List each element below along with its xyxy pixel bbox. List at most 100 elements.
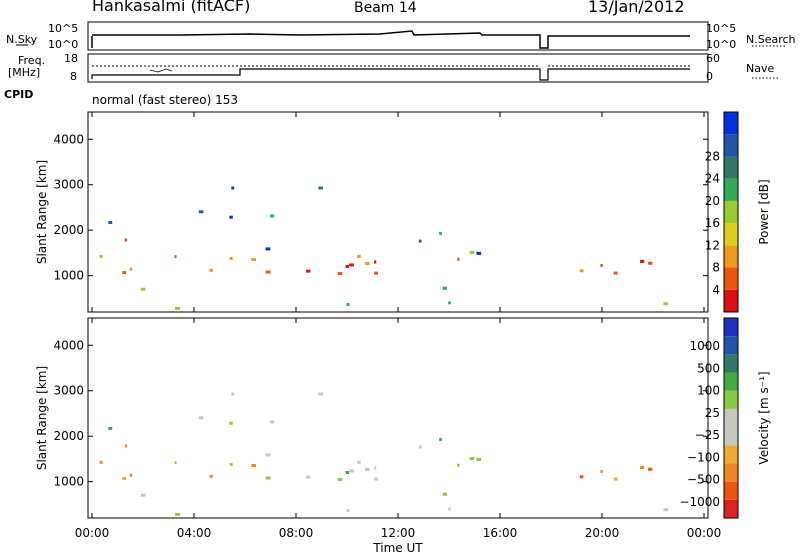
power-cell bbox=[364, 262, 370, 266]
x-tick-label: 04:00 bbox=[177, 526, 212, 540]
velocity-cell bbox=[124, 444, 128, 448]
colorbar-tick-label: −100 bbox=[687, 450, 720, 464]
velocity-scatter bbox=[99, 392, 669, 516]
colorbar-segment bbox=[724, 318, 738, 337]
colorbar-tick-label: 500 bbox=[697, 361, 720, 375]
y-tick-label: 3000 bbox=[53, 384, 84, 398]
freq-unit-label: [MHz] bbox=[8, 66, 41, 79]
nave-top-tick: 60 bbox=[706, 52, 720, 65]
velocity-cell bbox=[639, 465, 645, 469]
colorbar-segment bbox=[724, 481, 738, 500]
power-cell bbox=[418, 239, 422, 243]
velocity-cell bbox=[270, 420, 275, 424]
colorbar-tick-label: 24 bbox=[705, 172, 720, 186]
power-cell bbox=[648, 261, 653, 265]
velocity-cell bbox=[99, 460, 103, 464]
velocity-colorbar: 1000 500 100 25 −25 −100 −500 −1000 bbox=[679, 317, 739, 519]
nsky-panel bbox=[16, 21, 786, 51]
velocity-colorbar-label: Velocity [m s⁻¹] bbox=[757, 371, 771, 464]
colorbar-segment bbox=[724, 267, 738, 290]
power-cell bbox=[439, 231, 442, 235]
velocity-cell bbox=[318, 392, 324, 396]
nsearch-bottom-tick: 10^0 bbox=[706, 38, 737, 51]
nsky-bottom-tick: 10^0 bbox=[48, 38, 79, 51]
power-panel: 1000 2000 3000 4000 Slant Range [km] bbox=[35, 111, 709, 313]
date-title: 13/Jan/2012 bbox=[588, 0, 685, 16]
velocity-cell bbox=[579, 475, 584, 479]
velocity-cell bbox=[442, 492, 447, 496]
power-cell bbox=[457, 257, 460, 261]
power-cell bbox=[174, 255, 177, 259]
colorbar-tick-label: 20 bbox=[705, 194, 720, 208]
power-scatter bbox=[99, 186, 669, 310]
colorbar-tick-label: −1000 bbox=[679, 495, 720, 509]
colorbar-segment bbox=[724, 354, 738, 373]
velocity-cell bbox=[364, 468, 370, 472]
colorbar-segment bbox=[724, 463, 738, 482]
nsky-label: N.Sky bbox=[6, 33, 38, 46]
power-cell bbox=[306, 269, 311, 273]
velocity-cell bbox=[229, 462, 233, 466]
y-tick-label: 4000 bbox=[53, 338, 84, 352]
power-cell bbox=[198, 210, 204, 214]
velocity-cell bbox=[345, 471, 350, 475]
colorbar-segment bbox=[724, 112, 738, 135]
y-tick-label: 1000 bbox=[53, 475, 84, 489]
y-tick-label: 1000 bbox=[53, 269, 84, 283]
colorbar-tick-label: 25 bbox=[705, 406, 720, 420]
power-cell bbox=[346, 303, 350, 307]
x-tick-label: 08:00 bbox=[279, 526, 314, 540]
power-cell bbox=[639, 259, 645, 263]
velocity-cell bbox=[469, 457, 475, 461]
velocity-cell bbox=[357, 460, 361, 464]
power-cell bbox=[374, 271, 378, 275]
x-tick-label: 20:00 bbox=[585, 526, 620, 540]
velocity-cell bbox=[600, 469, 603, 473]
x-tick-label: 16:00 bbox=[483, 526, 518, 540]
power-cell bbox=[270, 214, 275, 218]
y-tick-label: 2000 bbox=[53, 223, 84, 237]
colorbar-segment bbox=[724, 336, 738, 355]
time-axis: 00:00 04:00 08:00 12:00 16:00 20:00 00:00 bbox=[75, 112, 721, 540]
velocity-cell bbox=[439, 437, 442, 441]
power-cell bbox=[349, 263, 354, 267]
velocity-cell bbox=[175, 512, 181, 516]
power-cell bbox=[579, 269, 584, 273]
colorbar-segment bbox=[724, 390, 738, 409]
velocity-cell bbox=[198, 416, 204, 420]
freq-top-tick: 18 bbox=[64, 52, 78, 65]
power-cell bbox=[469, 251, 475, 255]
power-cell bbox=[442, 286, 447, 290]
power-cell bbox=[600, 263, 603, 267]
velocity-cell bbox=[346, 509, 350, 513]
colorbar-tick-label: −25 bbox=[695, 428, 720, 442]
nsearch-top-tick: 10^5 bbox=[706, 22, 737, 35]
velocity-cell bbox=[122, 477, 127, 481]
colorbar-tick-label: 100 bbox=[697, 384, 720, 398]
colorbar-segment bbox=[724, 200, 738, 224]
velocity-cell bbox=[231, 392, 235, 396]
power-cell bbox=[108, 221, 113, 225]
power-cell bbox=[124, 238, 128, 242]
power-cell bbox=[374, 260, 377, 264]
colorbar-segment bbox=[724, 445, 738, 464]
x-tick-label: 12:00 bbox=[381, 526, 416, 540]
power-cell bbox=[357, 254, 361, 258]
nsearch-label: N.Search bbox=[746, 33, 796, 46]
y-tick-label: 2000 bbox=[53, 429, 84, 443]
velocity-cell bbox=[265, 453, 271, 457]
velocity-y-axis: 1000 2000 3000 4000 bbox=[53, 338, 708, 489]
velocity-cell bbox=[229, 421, 233, 425]
velocity-cell bbox=[457, 463, 460, 467]
power-ylabel: Slant Range [km] bbox=[35, 160, 49, 264]
power-cell bbox=[229, 215, 233, 219]
power-cell bbox=[99, 254, 103, 258]
velocity-cell bbox=[374, 466, 377, 470]
colorbar-segment bbox=[724, 178, 738, 201]
colorbar-segment bbox=[724, 245, 738, 268]
power-cell bbox=[265, 270, 271, 274]
velocity-ylabel: Slant Range [km] bbox=[35, 366, 49, 470]
freq-bottom-tick: 8 bbox=[70, 70, 77, 83]
power-cell bbox=[337, 272, 343, 276]
